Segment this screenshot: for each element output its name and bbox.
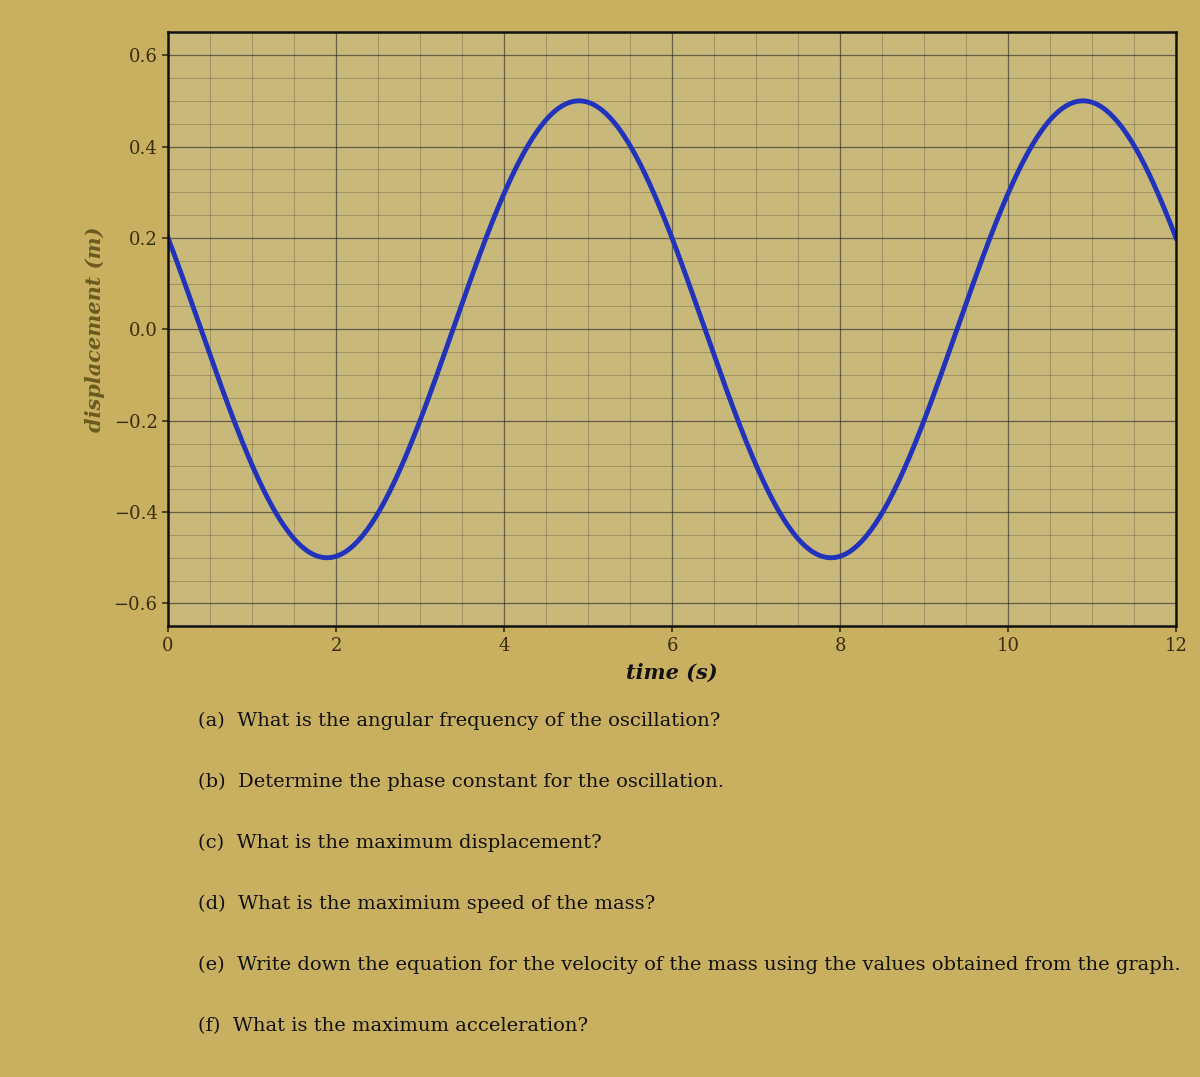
Text: (b)  Determine the phase constant for the oscillation.: (b) Determine the phase constant for the… [198, 773, 725, 792]
X-axis label: time (s): time (s) [626, 663, 718, 683]
Text: (f)  What is the maximum acceleration?: (f) What is the maximum acceleration? [198, 1017, 588, 1035]
Text: (c)  What is the maximum displacement?: (c) What is the maximum displacement? [198, 834, 602, 852]
Text: (d)  What is the maximium speed of the mass?: (d) What is the maximium speed of the ma… [198, 895, 655, 913]
Text: (a)  What is the angular frequency of the oscillation?: (a) What is the angular frequency of the… [198, 712, 721, 730]
Y-axis label: displacement (m): displacement (m) [85, 226, 106, 432]
Text: (e)  Write down the equation for the velocity of the mass using the values obtai: (e) Write down the equation for the velo… [198, 955, 1181, 974]
